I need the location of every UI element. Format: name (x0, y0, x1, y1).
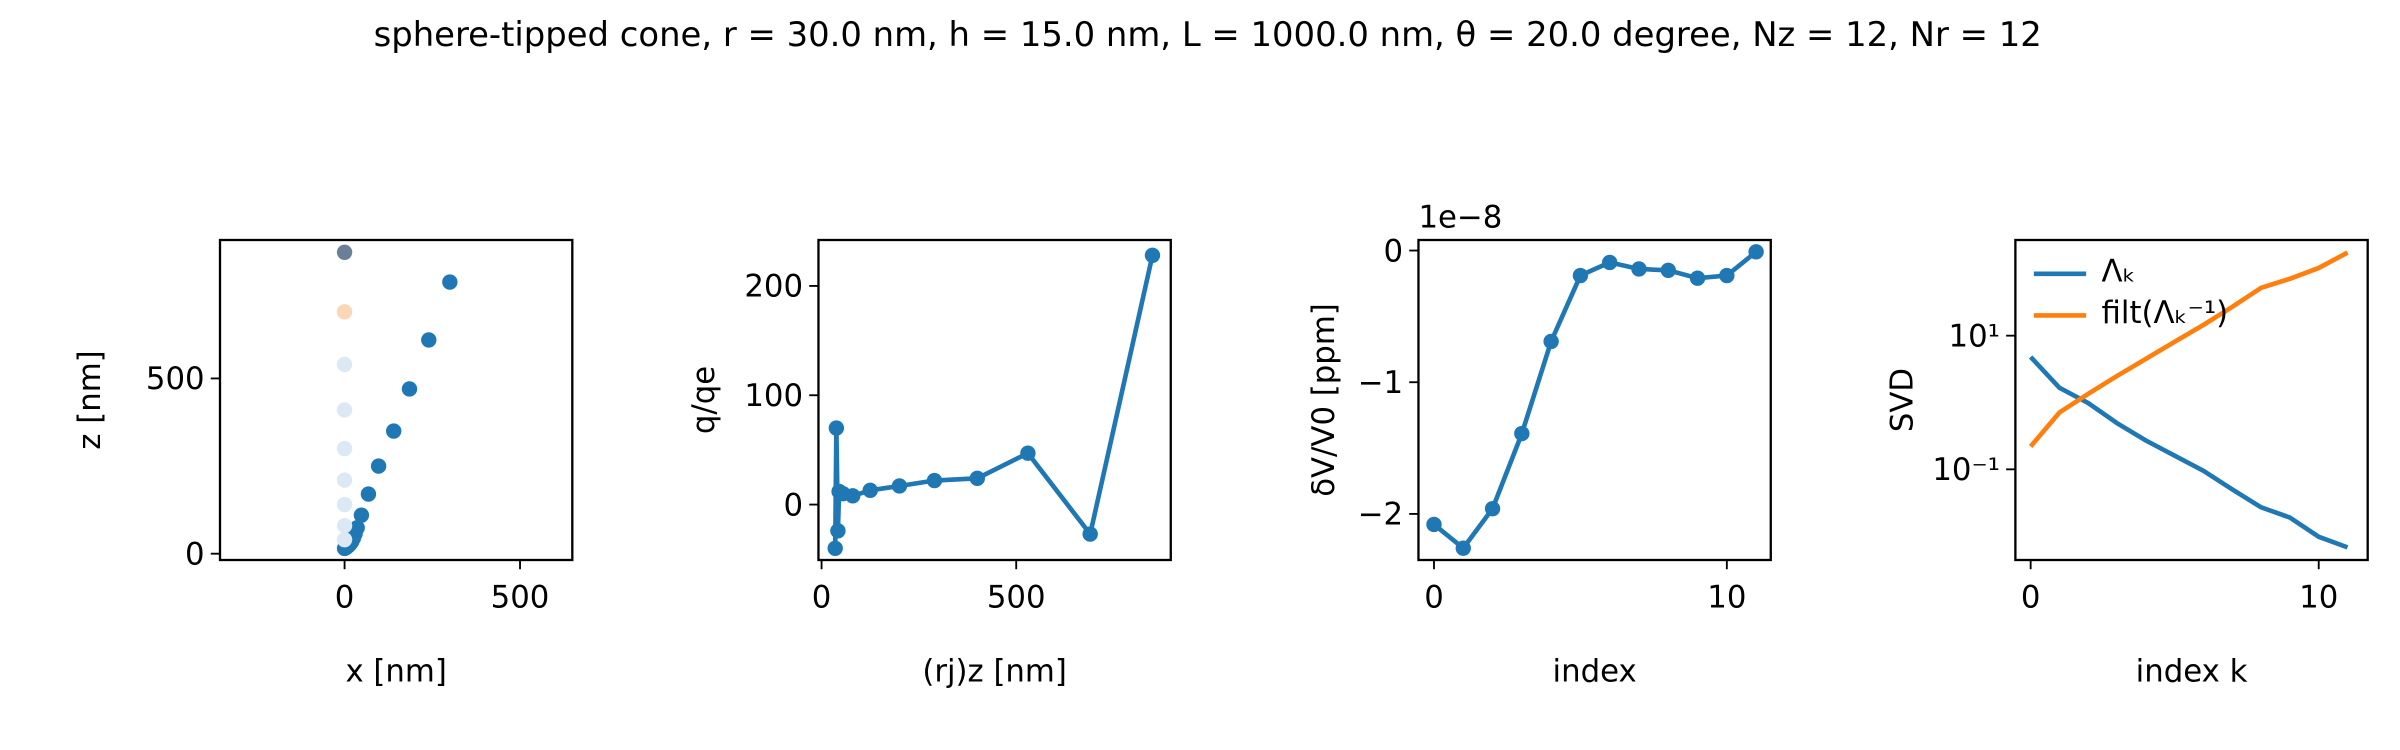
figure-title: sphere-tipped cone, r = 30.0 nm, h = 15.… (374, 15, 2042, 54)
axes-frame (1417, 238, 1772, 562)
point (969, 470, 985, 487)
axes-frame (218, 238, 574, 562)
point (1719, 267, 1735, 284)
y-tick-label: −1 (1358, 365, 1403, 401)
x-tick-label: 0 (812, 580, 832, 616)
point (828, 420, 845, 436)
point (336, 517, 353, 534)
y-tick-label: −2 (1358, 497, 1403, 533)
point (862, 482, 878, 499)
x-tick-label: 500 (987, 580, 1046, 616)
point (336, 440, 353, 457)
point (1082, 526, 1098, 542)
point (1689, 270, 1706, 286)
y-tick-label: 0 (185, 536, 205, 572)
point (1144, 247, 1161, 263)
plot-area (1426, 244, 1764, 556)
offset-text: 1e−8 (1418, 200, 1502, 236)
y-tick-label: 200 (744, 269, 803, 305)
point (370, 458, 387, 474)
point (336, 244, 353, 260)
point (336, 304, 353, 320)
x-tick-label: 10 (2299, 580, 2338, 616)
point (336, 356, 353, 373)
x-axis-label: index k (2136, 654, 2248, 690)
point (1426, 516, 1442, 533)
point (386, 423, 402, 439)
point (349, 520, 365, 536)
point (830, 523, 846, 539)
x-axis-label: index (1553, 654, 1637, 690)
y-tick-label: 0 (1383, 233, 1403, 269)
point (845, 488, 861, 504)
y-axis-label: SVD (1884, 368, 1920, 432)
y-tick-label: 500 (146, 361, 205, 397)
y-axis-label: q/qe (686, 366, 722, 434)
point (336, 496, 353, 513)
x-tick-label: 0 (335, 580, 355, 616)
legend-label: filt(Λₖ⁻¹) (2102, 295, 2229, 331)
y-axis-label: z [nm] (72, 350, 108, 449)
point (353, 507, 370, 523)
plot-area (827, 247, 1161, 556)
point (1602, 254, 1618, 271)
point (421, 332, 437, 348)
point (1748, 244, 1764, 260)
y-tick-label: 10¹ (1949, 318, 2000, 354)
y-tick-label: 100 (744, 378, 803, 414)
x-tick-label: 0 (2021, 580, 2041, 616)
point (360, 486, 377, 502)
point (1631, 261, 1647, 277)
plot-area (2028, 250, 2349, 550)
point (336, 402, 353, 418)
point (1484, 500, 1501, 517)
x-tick-label: 0 (1424, 580, 1444, 616)
point (1020, 445, 1036, 461)
y-tick-label: 10⁻¹ (1932, 452, 2000, 488)
x-tick-label: 500 (491, 580, 550, 616)
point (336, 472, 353, 488)
x-axis-label: (rj)z [nm] (922, 654, 1067, 690)
axes-frame (2014, 238, 2369, 562)
plot-area (336, 244, 458, 557)
point (442, 274, 458, 290)
point (1572, 267, 1589, 284)
y-axis-label: δV/V0 [ppm] (1306, 303, 1342, 497)
line (2028, 250, 2349, 448)
x-tick-label: 10 (1707, 580, 1746, 616)
point (1455, 540, 1471, 556)
x-axis-label: x [nm] (345, 654, 446, 690)
point (401, 381, 418, 397)
legend-label: Λₖ (2102, 254, 2136, 290)
point (891, 478, 908, 494)
axes-frame (817, 238, 1172, 562)
point (1660, 262, 1676, 278)
point (336, 531, 353, 548)
point (1543, 333, 1559, 350)
y-tick-label: 0 (783, 487, 803, 523)
point (827, 540, 843, 556)
point (1514, 425, 1530, 442)
point (926, 472, 943, 489)
line (2028, 355, 2349, 550)
